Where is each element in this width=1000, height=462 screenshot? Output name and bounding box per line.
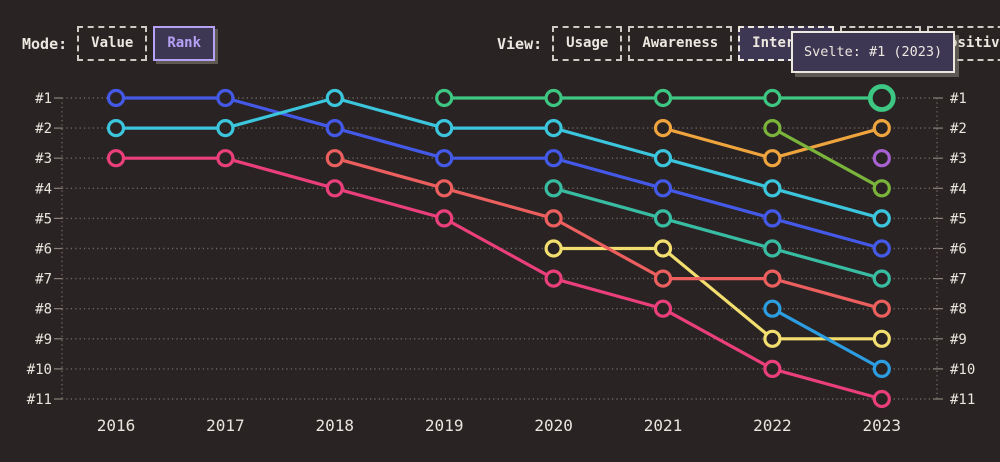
mode-option-value[interactable]: Value [77, 26, 148, 61]
point-olive-2023[interactable] [872, 179, 891, 198]
mode-label: Mode: [22, 34, 68, 53]
x-axis-label-2021: 2021 [644, 416, 683, 435]
point-cyan-2023[interactable] [872, 209, 891, 228]
mode-toolbar: Mode: Value Rank [22, 26, 216, 61]
point-rose-2023[interactable] [872, 389, 891, 409]
point-rose-2019[interactable] [435, 209, 454, 228]
point-royal-blue-2020[interactable] [544, 149, 563, 168]
y-axis-label-left-10: #10 [27, 362, 52, 378]
y-axis-label-right-7: #7 [950, 272, 967, 288]
point-cyan-2018[interactable] [325, 88, 344, 108]
y-axis-label-left-5: #5 [35, 211, 52, 227]
point-green-2020[interactable] [544, 88, 563, 108]
point-green-2023-highlighted[interactable] [867, 84, 896, 112]
y-axis-label-left-6: #6 [35, 242, 52, 258]
point-green-2019[interactable] [435, 88, 454, 108]
point-sky-blue-2023[interactable] [872, 359, 891, 378]
y-axis-label-right-8: #8 [950, 302, 967, 318]
x-axis-label-2023: 2023 [863, 416, 902, 435]
point-salmon-2021[interactable] [653, 269, 673, 288]
point-yellow-2021[interactable] [653, 239, 673, 258]
point-cyan-2016[interactable] [106, 119, 126, 138]
point-cyan-2019[interactable] [435, 119, 454, 138]
point-teal-2023[interactable] [872, 269, 891, 288]
point-cyan-2017[interactable] [216, 119, 235, 138]
point-rose-2020[interactable] [544, 269, 563, 288]
point-cyan-2022[interactable] [763, 179, 782, 198]
x-axis-label-2022: 2022 [753, 416, 792, 435]
point-salmon-2018[interactable] [325, 149, 344, 168]
x-axis-label-2017: 2017 [206, 416, 245, 435]
point-cyan-2020[interactable] [544, 119, 563, 138]
y-axis-label-right-1: #1 [950, 91, 967, 107]
x-axis-label-2019: 2019 [425, 416, 464, 435]
y-axis-label-left-3: #3 [35, 151, 52, 167]
y-axis-label-right-3: #3 [950, 151, 967, 167]
point-green-2021[interactable] [653, 88, 673, 108]
point-royal-blue-2023[interactable] [872, 239, 891, 258]
point-orange-2022[interactable] [763, 149, 782, 168]
series-sky-blue-line[interactable] [770, 307, 884, 371]
point-rose-2022[interactable] [763, 359, 782, 378]
point-royal-blue-2017[interactable] [216, 88, 235, 108]
point-teal-2021[interactable] [653, 209, 673, 228]
y-axis-label-right-11: #11 [950, 392, 975, 408]
y-axis-label-left-4: #4 [35, 181, 52, 197]
mode-option-rank[interactable]: Rank [153, 26, 216, 61]
view-option-usage[interactable]: Usage [552, 26, 623, 61]
y-axis-label-left-7: #7 [35, 272, 52, 288]
series-cyan-line[interactable] [114, 96, 884, 220]
chart-tooltip-text: Svelte: #1 (2023) [804, 44, 943, 60]
y-axis-label-right-9: #9 [950, 332, 967, 348]
point-yellow-2020[interactable] [544, 239, 563, 258]
y-axis-label-right-2: #2 [950, 121, 967, 137]
point-rose-2018[interactable] [325, 179, 344, 198]
series-royal-blue-line[interactable] [114, 96, 884, 251]
point-rose-2017[interactable] [216, 149, 235, 168]
point-cyan-2021[interactable] [653, 149, 673, 168]
point-teal-2022[interactable] [763, 239, 782, 258]
point-royal-blue-2022[interactable] [763, 209, 782, 228]
point-orange-2023[interactable] [872, 119, 891, 138]
y-axis-label-right-6: #6 [950, 242, 967, 258]
x-axis-label-2020: 2020 [534, 416, 573, 435]
y-axis-label-right-5: #5 [950, 211, 967, 227]
series-rose-line[interactable] [114, 156, 884, 401]
point-sky-blue-2022[interactable] [763, 299, 782, 318]
point-royal-blue-2016[interactable] [106, 88, 126, 108]
y-axis-label-left-9: #9 [35, 332, 52, 348]
point-salmon-2023[interactable] [872, 299, 891, 318]
series-teal-line[interactable] [551, 186, 884, 281]
view-label: View: [497, 34, 543, 53]
point-purple-2023[interactable] [872, 149, 891, 168]
chart-tooltip: Svelte: #1 (2023) [791, 31, 956, 73]
point-yellow-2022[interactable] [763, 329, 782, 348]
y-axis-label-left-1: #1 [35, 91, 52, 107]
x-axis-label-2018: 2018 [316, 416, 355, 435]
series-olive-line[interactable] [770, 126, 884, 190]
y-axis-label-right-4: #4 [950, 181, 967, 197]
x-axis-label-2016: 2016 [97, 416, 136, 435]
point-royal-blue-2019[interactable] [435, 149, 454, 168]
series-salmon-line[interactable] [333, 156, 884, 311]
point-rose-2016[interactable] [106, 149, 126, 168]
point-royal-blue-2021[interactable] [653, 179, 673, 198]
view-option-awareness[interactable]: Awareness [628, 26, 733, 61]
point-yellow-2023[interactable] [872, 329, 891, 348]
y-axis-label-left-11: #11 [27, 392, 52, 408]
point-olive-2022[interactable] [763, 119, 782, 138]
y-axis-label-left-2: #2 [35, 121, 52, 137]
point-salmon-2019[interactable] [435, 179, 454, 198]
point-royal-blue-2018[interactable] [325, 119, 344, 138]
point-salmon-2022[interactable] [763, 269, 782, 288]
point-rose-2021[interactable] [653, 299, 673, 318]
point-green-2022[interactable] [763, 88, 782, 108]
y-axis-label-right-10: #10 [950, 362, 975, 378]
y-axis-label-left-8: #8 [35, 302, 52, 318]
point-orange-2021[interactable] [653, 119, 673, 138]
point-salmon-2020[interactable] [544, 209, 563, 228]
point-teal-2020[interactable] [544, 179, 563, 198]
